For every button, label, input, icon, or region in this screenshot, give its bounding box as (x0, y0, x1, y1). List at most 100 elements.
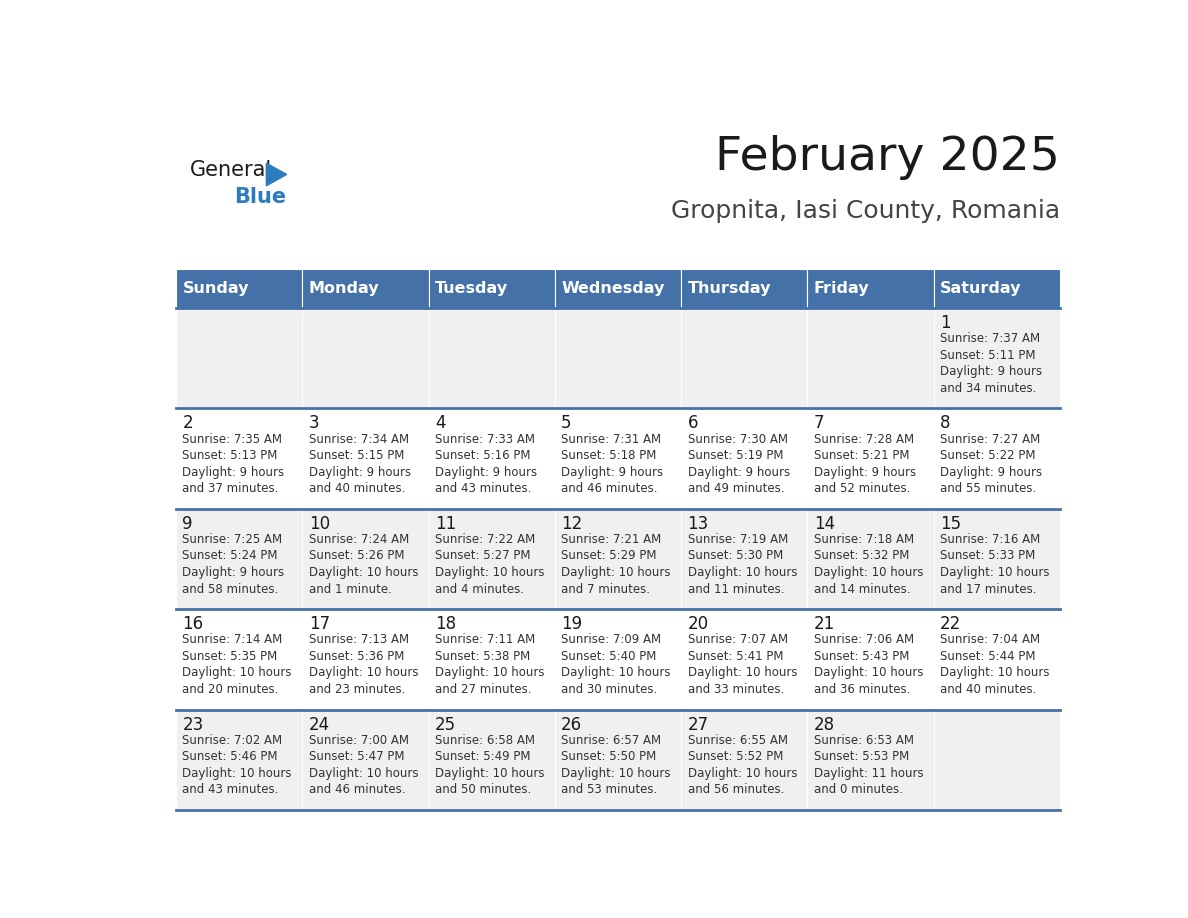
Bar (808, 509, 934, 610)
Text: Sunset: 5:29 PM: Sunset: 5:29 PM (561, 550, 657, 563)
Bar (934, 710, 1060, 810)
Text: and 34 minutes.: and 34 minutes. (940, 382, 1036, 395)
Text: Thursday: Thursday (688, 281, 771, 297)
Bar (555, 509, 681, 610)
Text: Daylight: 9 hours: Daylight: 9 hours (940, 365, 1042, 378)
Text: 28: 28 (814, 716, 835, 733)
Text: 16: 16 (183, 615, 203, 633)
Text: Sunrise: 7:35 AM: Sunrise: 7:35 AM (183, 432, 283, 445)
Text: Sunset: 5:44 PM: Sunset: 5:44 PM (940, 650, 1036, 663)
Text: Sunrise: 7:18 AM: Sunrise: 7:18 AM (814, 533, 914, 546)
Bar (429, 509, 555, 610)
Text: and 4 minutes.: and 4 minutes. (435, 583, 524, 596)
Text: 1: 1 (940, 314, 950, 332)
Bar (808, 269, 934, 308)
Text: Daylight: 10 hours: Daylight: 10 hours (814, 666, 923, 679)
Text: and 30 minutes.: and 30 minutes. (561, 683, 657, 696)
Bar (303, 509, 429, 610)
Text: Sunrise: 7:31 AM: Sunrise: 7:31 AM (561, 432, 662, 445)
Text: Sunrise: 6:55 AM: Sunrise: 6:55 AM (688, 733, 788, 746)
Text: Sunrise: 7:28 AM: Sunrise: 7:28 AM (814, 432, 914, 445)
Text: Sunrise: 7:06 AM: Sunrise: 7:06 AM (814, 633, 914, 646)
Text: 21: 21 (814, 615, 835, 633)
Bar (429, 308, 555, 409)
Text: Daylight: 9 hours: Daylight: 9 hours (814, 465, 916, 478)
Text: and 52 minutes.: and 52 minutes. (814, 482, 910, 495)
Bar (555, 269, 681, 308)
Text: Friday: Friday (814, 281, 870, 297)
Text: Sunset: 5:43 PM: Sunset: 5:43 PM (814, 650, 909, 663)
Text: Daylight: 10 hours: Daylight: 10 hours (309, 566, 418, 579)
Text: Sunrise: 7:27 AM: Sunrise: 7:27 AM (940, 432, 1041, 445)
Text: Gropnita, Iasi County, Romania: Gropnita, Iasi County, Romania (671, 198, 1060, 222)
Text: Sunrise: 7:07 AM: Sunrise: 7:07 AM (688, 633, 788, 646)
Text: and 46 minutes.: and 46 minutes. (309, 783, 405, 796)
Bar (176, 710, 303, 810)
Bar (808, 710, 934, 810)
Text: Tuesday: Tuesday (435, 281, 508, 297)
Text: Sunset: 5:22 PM: Sunset: 5:22 PM (940, 449, 1036, 462)
Bar (808, 610, 934, 710)
Bar (176, 409, 303, 509)
Bar (681, 269, 808, 308)
Text: and 0 minutes.: and 0 minutes. (814, 783, 903, 796)
Text: 7: 7 (814, 415, 824, 432)
Text: Sunday: Sunday (183, 281, 249, 297)
Text: Sunrise: 7:22 AM: Sunrise: 7:22 AM (435, 533, 536, 546)
Text: 8: 8 (940, 415, 950, 432)
Text: Daylight: 9 hours: Daylight: 9 hours (435, 465, 537, 478)
Text: Daylight: 10 hours: Daylight: 10 hours (435, 566, 544, 579)
Text: Daylight: 9 hours: Daylight: 9 hours (688, 465, 790, 478)
Text: 5: 5 (561, 415, 571, 432)
Text: Daylight: 10 hours: Daylight: 10 hours (435, 666, 544, 679)
Text: and 37 minutes.: and 37 minutes. (183, 482, 279, 495)
Text: and 43 minutes.: and 43 minutes. (435, 482, 531, 495)
Text: and 11 minutes.: and 11 minutes. (688, 583, 784, 596)
Text: 17: 17 (309, 615, 330, 633)
Bar (555, 409, 681, 509)
Bar (555, 710, 681, 810)
Bar (429, 710, 555, 810)
Text: 4: 4 (435, 415, 446, 432)
Text: 13: 13 (688, 515, 709, 532)
Text: Sunset: 5:27 PM: Sunset: 5:27 PM (435, 550, 531, 563)
Text: 15: 15 (940, 515, 961, 532)
Bar (681, 409, 808, 509)
Text: Sunset: 5:21 PM: Sunset: 5:21 PM (814, 449, 909, 462)
Text: Sunset: 5:35 PM: Sunset: 5:35 PM (183, 650, 278, 663)
Text: Daylight: 11 hours: Daylight: 11 hours (814, 767, 923, 779)
Text: and 55 minutes.: and 55 minutes. (940, 482, 1036, 495)
Text: and 49 minutes.: and 49 minutes. (688, 482, 784, 495)
Bar (303, 269, 429, 308)
Text: and 1 minute.: and 1 minute. (309, 583, 392, 596)
Bar (808, 409, 934, 509)
Text: Daylight: 10 hours: Daylight: 10 hours (940, 566, 1049, 579)
Text: Sunrise: 7:34 AM: Sunrise: 7:34 AM (309, 432, 409, 445)
Text: and 23 minutes.: and 23 minutes. (309, 683, 405, 696)
Text: Sunset: 5:32 PM: Sunset: 5:32 PM (814, 550, 909, 563)
Bar (429, 409, 555, 509)
Text: Saturday: Saturday (940, 281, 1022, 297)
Text: Daylight: 10 hours: Daylight: 10 hours (688, 566, 797, 579)
Text: Daylight: 10 hours: Daylight: 10 hours (561, 566, 671, 579)
Text: and 40 minutes.: and 40 minutes. (309, 482, 405, 495)
Text: Daylight: 9 hours: Daylight: 9 hours (183, 465, 285, 478)
Text: Sunrise: 7:21 AM: Sunrise: 7:21 AM (561, 533, 662, 546)
Bar (429, 269, 555, 308)
Text: Sunrise: 6:57 AM: Sunrise: 6:57 AM (561, 733, 662, 746)
Bar (176, 509, 303, 610)
Text: Sunrise: 7:13 AM: Sunrise: 7:13 AM (309, 633, 409, 646)
Text: 27: 27 (688, 716, 708, 733)
Text: Daylight: 9 hours: Daylight: 9 hours (561, 465, 663, 478)
Text: Sunrise: 7:16 AM: Sunrise: 7:16 AM (940, 533, 1041, 546)
Text: Sunset: 5:46 PM: Sunset: 5:46 PM (183, 750, 278, 763)
Text: Daylight: 10 hours: Daylight: 10 hours (814, 566, 923, 579)
Bar (303, 308, 429, 409)
Bar (681, 610, 808, 710)
Text: 26: 26 (561, 716, 582, 733)
Bar (555, 610, 681, 710)
Text: 11: 11 (435, 515, 456, 532)
Text: 23: 23 (183, 716, 203, 733)
Bar (176, 269, 303, 308)
Text: 19: 19 (561, 615, 582, 633)
